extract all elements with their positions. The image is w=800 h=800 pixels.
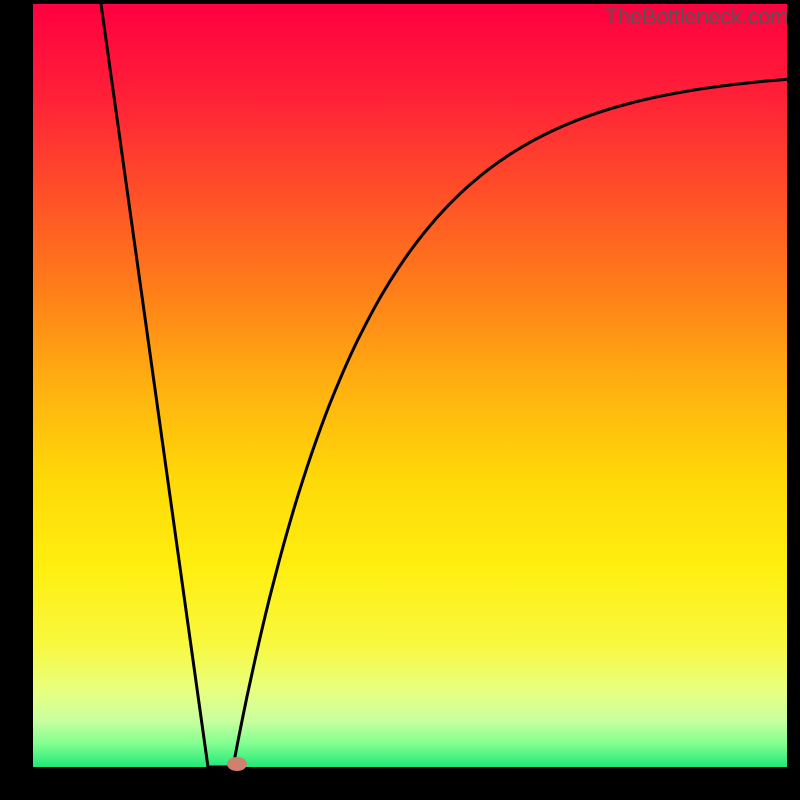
optimal-point-marker — [227, 757, 247, 771]
plot-background — [33, 4, 787, 767]
bottleneck-chart: TheBottleneck.com — [0, 0, 800, 800]
watermark-label: TheBottleneck.com — [605, 4, 788, 30]
chart-svg — [0, 0, 800, 800]
